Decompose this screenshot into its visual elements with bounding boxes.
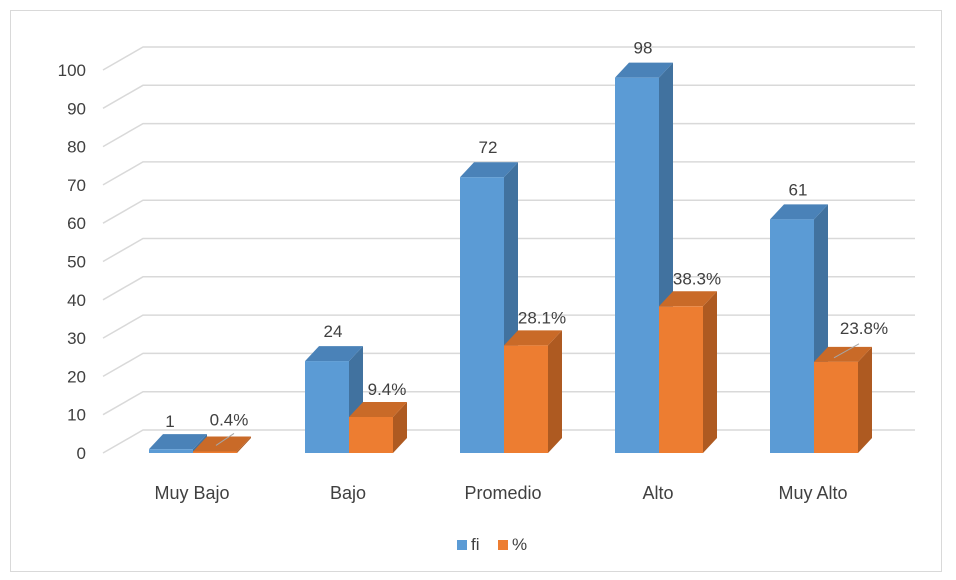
bar-side [858, 346, 872, 453]
bar-percent [814, 346, 872, 453]
data-label: 1 [165, 412, 174, 431]
bar-front [193, 451, 237, 453]
data-label: 0.4% [210, 410, 249, 429]
x-category-label: Alto [642, 483, 673, 503]
y-tick-label: 0 [77, 444, 86, 463]
bar-front [305, 361, 349, 453]
y-tick-label: 100 [58, 61, 86, 80]
bar-top [659, 291, 717, 307]
bar-percent [659, 291, 717, 453]
bar-front [460, 177, 504, 454]
y-tick-label: 40 [67, 291, 86, 310]
bar-fi [305, 346, 363, 453]
data-label: 61 [789, 180, 808, 199]
y-tick-label: 20 [67, 367, 86, 386]
bar-side [548, 330, 562, 453]
bar-top [149, 434, 207, 450]
data-label: 38.3% [673, 269, 721, 288]
bar-top [193, 436, 251, 452]
bars: 1 0.4% 24 9.4% 72 28.1% 98 38.3% 61 23.8% [149, 39, 888, 454]
bar-front [504, 345, 548, 453]
y-tick-label: 60 [67, 214, 86, 233]
bar-percent [349, 401, 407, 453]
legend-label-percent: % [512, 535, 527, 554]
bar-top [349, 401, 407, 417]
x-category-label: Promedio [464, 483, 541, 503]
gridline [102, 46, 915, 71]
bar-side [393, 401, 407, 453]
bar-front [770, 219, 814, 453]
leader-line [215, 433, 235, 446]
bar-top [615, 62, 673, 78]
leader-line [833, 343, 860, 359]
gridline [102, 122, 915, 148]
x-category-label: Muy Bajo [154, 483, 229, 503]
bar-top [305, 346, 363, 362]
legend: fi % [457, 535, 527, 554]
bar-side [703, 291, 717, 453]
bar-top [770, 204, 828, 220]
bar-front [615, 77, 659, 453]
y-tick-label: 70 [67, 176, 86, 195]
bar-percent [504, 330, 562, 453]
data-label: 24 [324, 322, 343, 341]
y-tick-label: 90 [67, 99, 86, 118]
bar-top [460, 162, 518, 178]
bar-percent [193, 436, 251, 453]
x-category-label: Bajo [330, 483, 366, 503]
bar-side [237, 436, 251, 453]
data-label: 9.4% [368, 380, 407, 399]
y-tick-label: 10 [67, 406, 86, 425]
data-label: 23.8% [840, 319, 888, 338]
gridline [102, 84, 915, 109]
legend-swatch-fi [457, 540, 467, 550]
legend-label-fi: fi [471, 535, 480, 554]
legend-swatch-percent [498, 540, 508, 550]
data-label: 28.1% [518, 308, 566, 327]
bar-front [814, 361, 858, 453]
bar-top [814, 346, 872, 362]
data-label: 98 [634, 39, 653, 58]
data-label: 72 [479, 138, 498, 157]
y-tick-label: 80 [67, 138, 86, 157]
y-tick-label: 50 [67, 253, 86, 272]
bar-front [659, 306, 703, 453]
y-axis-ticks: 0 10 20 30 40 50 60 70 80 90 100 [58, 61, 86, 463]
bar-front [149, 449, 193, 453]
x-category-label: Muy Alto [778, 483, 847, 503]
bar-top [504, 330, 562, 346]
x-axis-categories: Muy Bajo Bajo Promedio Alto Muy Alto [154, 483, 847, 503]
bar-front [349, 416, 393, 453]
y-tick-label: 30 [67, 329, 86, 348]
